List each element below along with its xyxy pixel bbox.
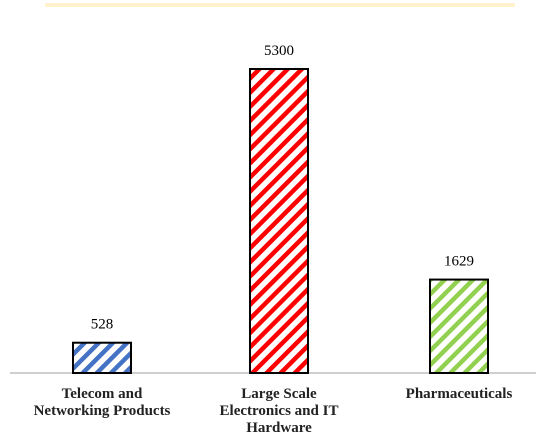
x-tick-label: Telecom and Networking Products xyxy=(33,386,171,419)
data-label: 5300 xyxy=(264,43,294,59)
x-tick-label: Pharmaceuticals xyxy=(405,386,513,402)
data-label: 1629 xyxy=(444,254,474,270)
x-tick-label: Large Scale Electronics and IT Hardware xyxy=(219,386,339,436)
bar xyxy=(429,278,489,374)
data-label: 528 xyxy=(91,317,114,333)
bar xyxy=(72,341,132,375)
bar xyxy=(249,68,309,374)
